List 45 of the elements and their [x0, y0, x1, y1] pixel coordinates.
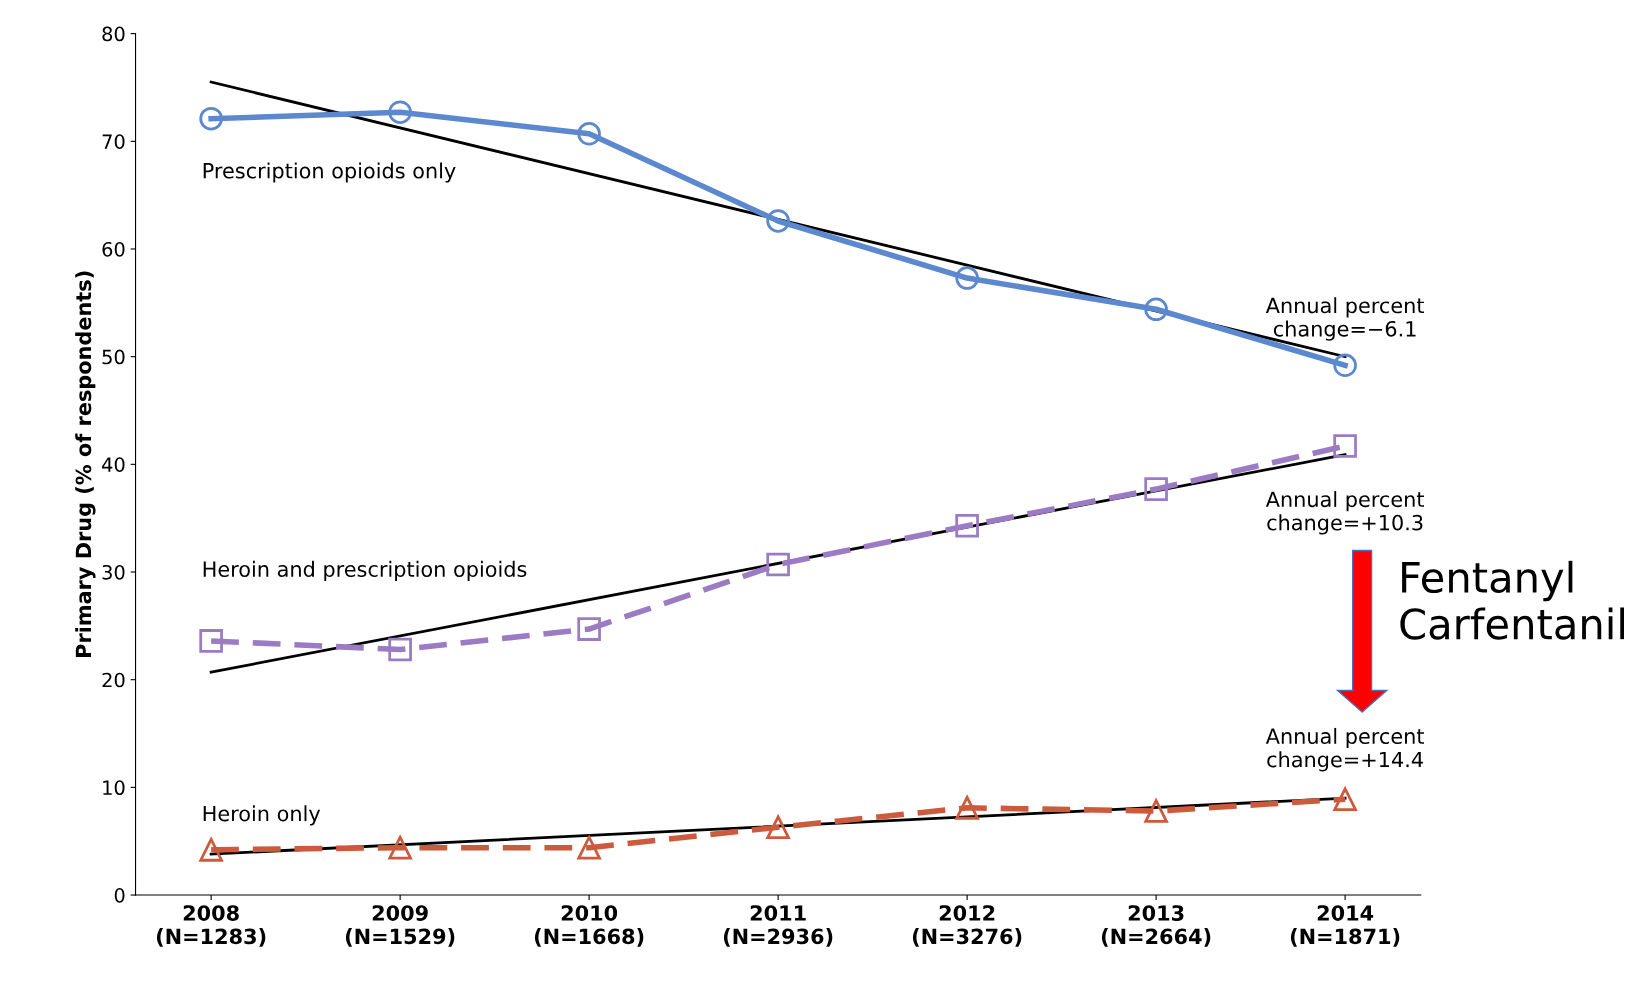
annotation: Annual percent change=+14.4	[1265, 727, 1425, 772]
point	[199, 106, 223, 131]
point	[766, 815, 790, 840]
series-label: Heroin only	[203, 805, 321, 826]
y-tick-label: 60	[102, 241, 125, 257]
point	[199, 838, 223, 862]
point	[955, 513, 979, 538]
y-tick-label: 10	[103, 780, 125, 796]
annotation: Annual percent change=+10.3	[1265, 491, 1425, 535]
point	[388, 100, 412, 125]
y-tick-label: 80	[102, 26, 125, 42]
point	[766, 209, 790, 233]
x-tick-label: 2011 (N=2936)	[723, 905, 833, 947]
y-tick-label: 50	[102, 349, 125, 365]
point	[577, 835, 601, 860]
y-tick-label: 20	[102, 672, 125, 688]
point	[955, 796, 979, 820]
point	[1144, 477, 1168, 501]
x-tick-label: 2012 (N=3276)	[912, 905, 1022, 947]
point	[955, 266, 979, 290]
y-tick-label: 0	[114, 888, 125, 903]
point	[577, 121, 601, 146]
text: Heroin and prescription opioids	[203, 560, 527, 582]
point	[1333, 353, 1357, 378]
point	[577, 617, 601, 641]
point	[1333, 434, 1357, 458]
point	[766, 552, 790, 577]
point	[1333, 787, 1357, 812]
y-tick-label: 70	[102, 134, 125, 149]
y-tick-label: 40	[102, 457, 125, 472]
annotation: Annual percent change=−6.1	[1265, 297, 1425, 341]
series-label: Prescription opioids only	[203, 162, 456, 183]
y-axis-title: Primary Drug (% of respondents)	[75, 271, 96, 657]
point	[1144, 799, 1168, 823]
x-tick-label: 2014 (N=1871)	[1290, 905, 1400, 947]
point	[199, 629, 223, 653]
point	[1144, 297, 1168, 322]
x-tick-label: 2010 (N=1668)	[534, 905, 644, 947]
point	[388, 637, 412, 662]
x-tick-label: 2013 (N=2664)	[1101, 905, 1211, 947]
point	[388, 835, 412, 860]
y-tick-label: 30	[102, 564, 125, 580]
x-tick-label: 2008 (N=1283)	[156, 905, 266, 947]
x-tick-label: 2009 (N=1529)	[345, 905, 455, 947]
annotation: Fentanyl Carfentanil	[1400, 560, 1625, 640]
